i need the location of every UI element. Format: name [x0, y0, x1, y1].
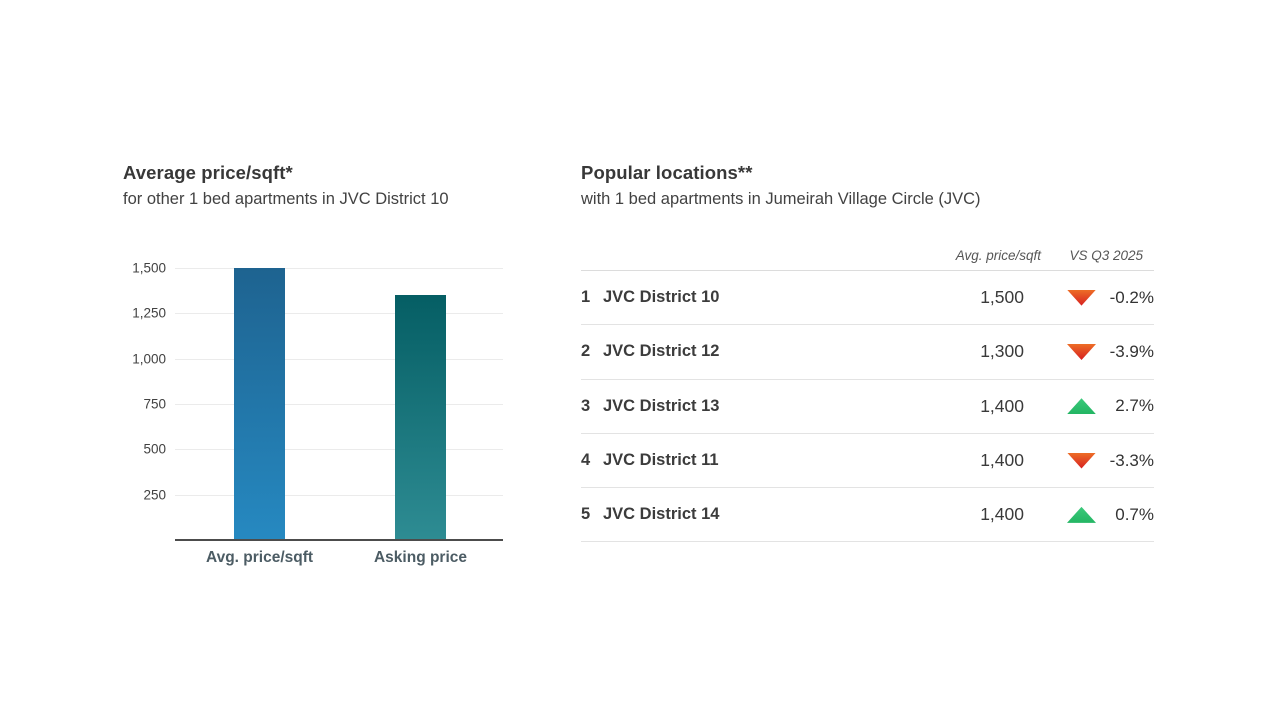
price-value: 1,400 [980, 450, 1024, 471]
change-value: -0.2% [1109, 287, 1154, 307]
bar-avg-price-sqft [234, 268, 285, 540]
table-row: 4 JVC District 11 1,400 -3.3% [581, 434, 1154, 489]
gridline [175, 358, 503, 360]
y-axis-tick-label: 750 [143, 396, 166, 412]
change-value: 0.7% [1115, 504, 1154, 524]
gridline [175, 449, 503, 451]
y-axis-tick-label: 1,250 [132, 305, 166, 321]
table-row: 2 JVC District 12 1,300 -3.9% [581, 325, 1154, 380]
x-axis-category-label: Avg. price/sqft [205, 549, 314, 566]
gridline [175, 404, 503, 405]
price-value: 1,400 [980, 395, 1024, 416]
x-axis-category-label: Asking price [373, 549, 468, 566]
gridline [175, 268, 503, 269]
gridline [175, 313, 503, 315]
price-value: 1,500 [980, 287, 1024, 308]
y-axis-tick-label: 1,000 [132, 351, 166, 367]
gridline [175, 494, 503, 496]
bar-asking-price [395, 295, 446, 540]
trend-down-icon [1067, 452, 1096, 469]
location-name: JVC District 11 [603, 451, 719, 470]
change-value: -3.9% [1109, 341, 1154, 361]
x-axis-line [175, 539, 503, 541]
table-row: 3 JVC District 13 1,400 2.7% [581, 380, 1154, 434]
rank-label: 4 [581, 451, 591, 470]
location-name: JVC District 14 [603, 505, 720, 524]
location-name: JVC District 10 [603, 288, 720, 307]
rank-label: 2 [581, 342, 591, 361]
price-value: 1,300 [980, 341, 1024, 362]
table-header-row: Avg. price/sqft VS Q3 2025 [581, 243, 1154, 271]
bar-chart: 1,500 1,250 1,000 750 500 250 Avg. price/sqft A… [132, 261, 503, 566]
chart-subtitle: for other 1 bed apartments in JVC Distri… [123, 190, 449, 208]
table-title: Popular locations** [581, 162, 753, 183]
price-value: 1,400 [980, 504, 1024, 525]
rank-label: 3 [581, 396, 591, 415]
y-axis-tick-label: 1,500 [132, 260, 166, 276]
rank-label: 5 [581, 505, 591, 524]
change-value: -3.3% [1109, 450, 1154, 470]
change-value: 2.7% [1115, 396, 1154, 416]
table-row: 1 JVC District 10 1,500 -0.2% [581, 271, 1154, 326]
popular-locations-table: Avg. price/sqft VS Q3 2025 1 JVC Distric… [581, 243, 1154, 543]
y-axis-tick-label: 500 [143, 441, 166, 457]
trend-down-icon [1067, 289, 1096, 306]
rank-label: 1 [581, 288, 591, 307]
table-row: 5 JVC District 14 1,400 0.7% [581, 488, 1154, 543]
trend-up-icon [1067, 398, 1096, 415]
column-header-price: Avg. price/sqft [955, 248, 1041, 263]
table-subtitle: with 1 bed apartments in Jumeirah Villag… [581, 190, 981, 208]
trend-up-icon [1067, 506, 1096, 523]
y-axis-tick-label: 250 [143, 487, 166, 503]
chart-title: Average price/sqft* [123, 162, 293, 183]
trend-down-icon [1067, 343, 1096, 360]
location-name: JVC District 13 [603, 396, 720, 415]
location-name: JVC District 12 [603, 342, 720, 361]
column-header-change: VS Q3 2025 [1069, 248, 1143, 263]
